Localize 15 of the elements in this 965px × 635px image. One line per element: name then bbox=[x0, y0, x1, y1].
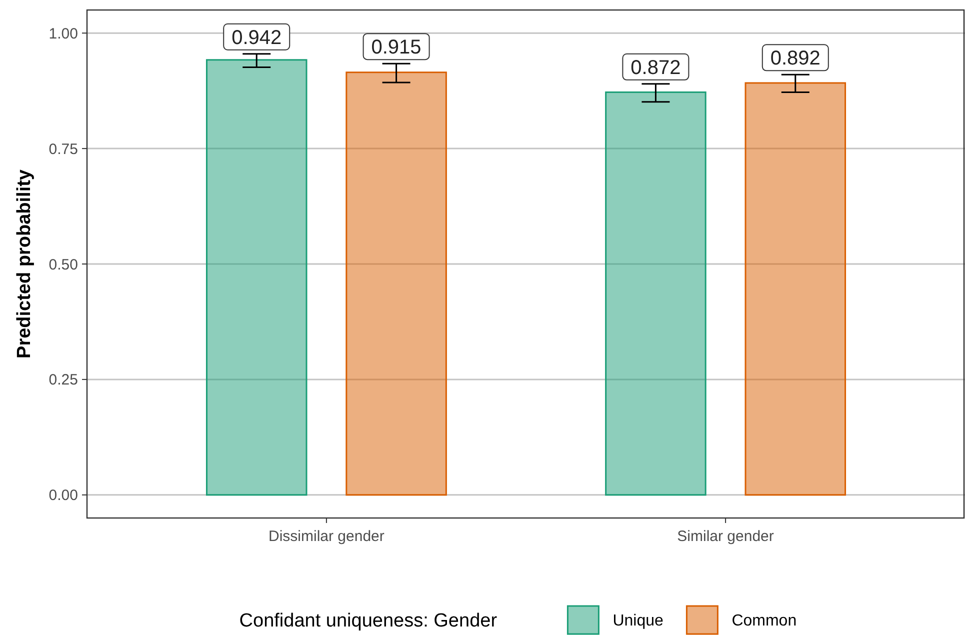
data-label: 0.942 bbox=[232, 26, 282, 49]
y-tick-label: 0.25 bbox=[48, 372, 78, 389]
y-tick-label: 0.75 bbox=[48, 140, 78, 158]
y-tick-label: 1.00 bbox=[48, 25, 78, 42]
legend-label: Common bbox=[732, 612, 797, 630]
legend-label: Unique bbox=[612, 612, 664, 630]
y-tick-label: 0.50 bbox=[48, 256, 78, 274]
y-tick-label: 0.00 bbox=[48, 487, 78, 504]
y-axis-title: Predicted probability bbox=[14, 169, 35, 358]
data-label: 0.872 bbox=[630, 56, 681, 79]
data-label: 0.915 bbox=[371, 36, 422, 59]
legend-title: Confidant uniqueness: Gender bbox=[239, 610, 498, 632]
x-tick-label: Similar gender bbox=[677, 528, 774, 545]
x-tick-label: Dissimilar gender bbox=[268, 528, 384, 545]
data-label: 0.892 bbox=[770, 48, 820, 70]
